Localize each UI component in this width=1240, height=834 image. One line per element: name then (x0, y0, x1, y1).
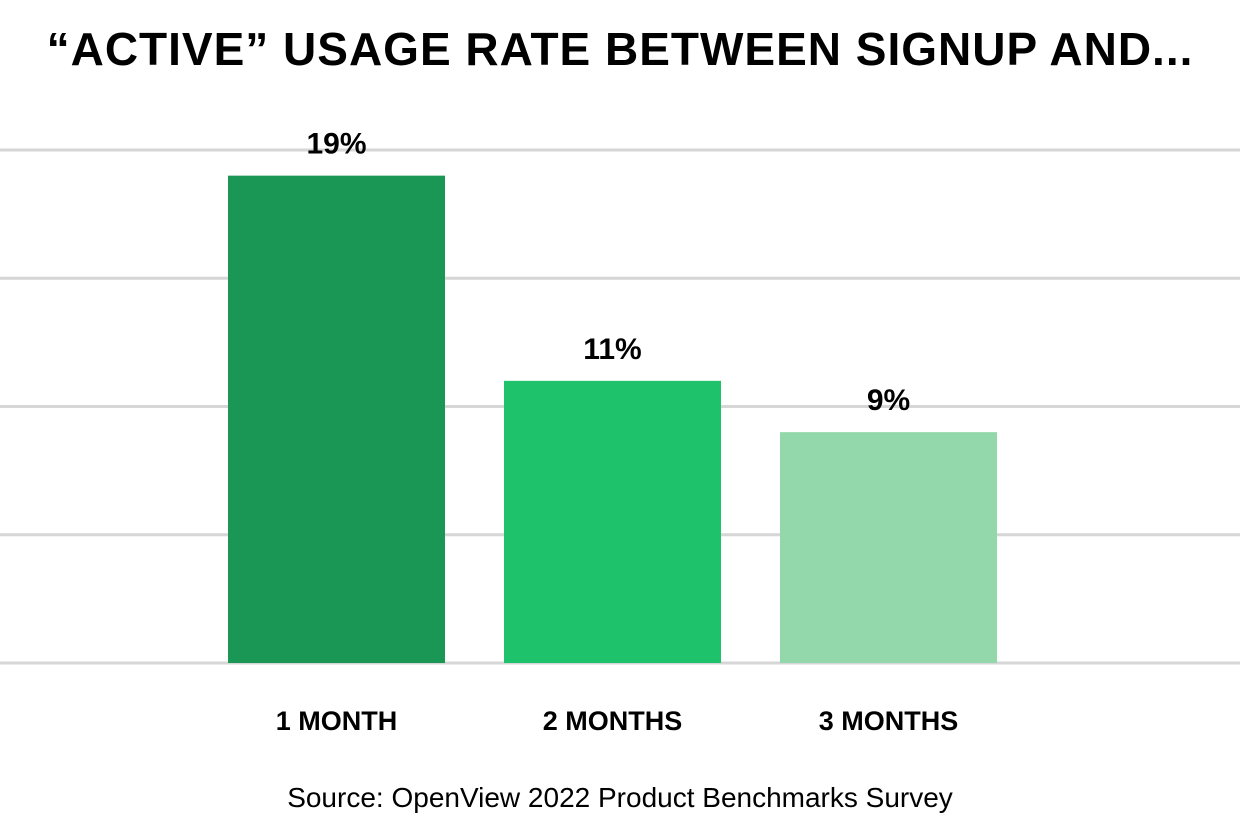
bar (504, 380, 721, 663)
bars (228, 175, 997, 663)
bar (780, 432, 997, 663)
bar-value-label: 9% (867, 384, 910, 417)
category-label: 2 MONTHS (543, 706, 683, 736)
category-label: 1 MONTH (276, 706, 398, 736)
category-labels: 1 MONTH 2 MONTHS 3 MONTHS (276, 706, 959, 736)
chart-title: “ACTIVE” USAGE RATE BETWEEN SIGNUP AND..… (46, 23, 1194, 75)
category-label: 3 MONTHS (819, 706, 959, 736)
source-note: Source: OpenView 2022 Product Benchmarks… (287, 782, 953, 813)
bar-value-label: 11% (583, 333, 641, 366)
bar (228, 175, 445, 663)
bar-value-label: 19% (306, 128, 366, 161)
value-labels: 19% 11% 9% (306, 128, 910, 418)
